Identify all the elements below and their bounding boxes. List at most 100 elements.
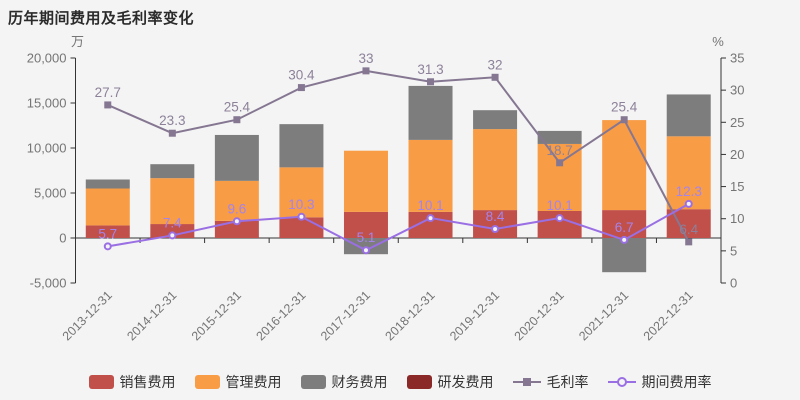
legend-item-rnd-expense[interactable]: 研发费用 <box>406 372 494 392</box>
y-axis-tick-label: 35 <box>730 51 744 66</box>
y-axis-tick-label: 0 <box>59 231 66 246</box>
expense-ratio-marker[interactable] <box>684 199 693 208</box>
gross-margin-value-label: 32 <box>488 57 503 72</box>
x-axis-tick-label: 2020-12-31 <box>512 288 567 343</box>
gross-margin-value-label: 6.4 <box>679 222 698 237</box>
gross-margin-marker[interactable] <box>491 73 499 81</box>
bar-segment[interactable] <box>214 134 259 181</box>
chart-title: 历年期间费用及毛利率变化 <box>8 10 195 27</box>
gross-margin-marker[interactable] <box>556 159 564 167</box>
legend-item-finance-expense[interactable]: 财务费用 <box>300 372 388 392</box>
expense-ratio-marker[interactable] <box>361 246 370 255</box>
x-axis-tick-label: 2019-12-31 <box>447 288 502 343</box>
expense-ratio-marker[interactable] <box>491 225 500 233</box>
expense-ratio-marker[interactable] <box>426 214 435 223</box>
legend-label: 财务费用 <box>331 374 388 390</box>
legend-label: 销售费用 <box>119 374 176 390</box>
legend-item-admin-expense[interactable]: 管理费用 <box>194 372 282 392</box>
expense-ratio-marker[interactable] <box>555 214 564 223</box>
left-axis-unit-label: 万 <box>71 34 84 49</box>
gross-margin-marker[interactable] <box>168 129 176 137</box>
expense-ratio-value-label: 10.3 <box>288 197 314 212</box>
gross-margin-value-label: 27.7 <box>95 85 121 100</box>
bar-segment[interactable] <box>85 188 130 226</box>
gross-margin-value-label: 25.4 <box>611 100 638 115</box>
bar-segment[interactable] <box>473 210 518 238</box>
bar-segment[interactable] <box>85 225 130 238</box>
bar-segment[interactable] <box>602 210 647 238</box>
gross-margin-marker[interactable] <box>427 78 435 86</box>
y-axis-tick-label: 25 <box>730 115 744 130</box>
gross-margin-marker[interactable] <box>297 84 305 92</box>
expense-ratio-value-label: 10.1 <box>417 198 443 213</box>
gross-margin-value-label: 18.7 <box>546 143 572 158</box>
bar-segment[interactable] <box>214 180 259 221</box>
bar-segment[interactable] <box>537 143 582 211</box>
gross-margin-marker[interactable] <box>104 101 112 109</box>
combo-chart: -5,00005,00010,00015,00020,000万051015202… <box>27 34 745 343</box>
y-axis-tick-label: 5 <box>730 243 737 258</box>
finance-expense-swatch-icon <box>300 375 326 389</box>
bar-segment[interactable] <box>408 139 453 212</box>
legend-item-gross-margin[interactable]: 毛利率 <box>512 372 589 392</box>
y-axis-tick-label: 15 <box>730 179 744 194</box>
sales-expense-swatch-icon <box>88 375 114 389</box>
bar-segment[interactable] <box>343 150 388 212</box>
y-axis-tick-label: 20,000 <box>27 51 67 66</box>
y-axis-tick-label: 5,000 <box>34 186 67 201</box>
gross-margin-marker[interactable] <box>233 116 241 124</box>
expense-ratio-marker[interactable] <box>103 242 112 251</box>
y-axis-tick-label: -5,000 <box>30 276 67 291</box>
expense-ratio-value-label: 7.4 <box>163 215 182 230</box>
bar-segment[interactable] <box>150 164 195 179</box>
bar-segment[interactable] <box>537 130 582 144</box>
y-axis-tick-label: 10,000 <box>27 141 67 156</box>
admin-expense-swatch-icon <box>194 375 220 389</box>
y-axis-tick-label: 0 <box>730 276 737 291</box>
y-axis-tick-label: 20 <box>730 147 744 162</box>
legend-label: 研发费用 <box>437 374 494 390</box>
gross-margin-marker[interactable] <box>362 67 370 75</box>
bar-segment[interactable] <box>473 129 518 211</box>
y-axis-tick-label: 30 <box>730 83 744 98</box>
expense-ratio-marker[interactable] <box>168 231 177 240</box>
legend-label: 期间费用率 <box>641 374 712 390</box>
bar-segment[interactable] <box>343 211 388 238</box>
x-axis-tick-label: 2016-12-31 <box>253 288 308 343</box>
legend-item-sales-expense[interactable]: 销售费用 <box>88 372 176 392</box>
expense-ratio-value-label: 5.1 <box>357 230 376 245</box>
x-axis-tick-label: 2017-12-31 <box>318 288 373 343</box>
bar-segment[interactable] <box>473 110 518 130</box>
bar-segment[interactable] <box>343 238 388 255</box>
bar-segment[interactable] <box>150 178 195 225</box>
legend-item-period-expense-ratio[interactable]: 期间费用率 <box>607 372 712 392</box>
gross-margin-value-label: 30.4 <box>288 68 315 83</box>
expense-ratio-value-label: 10.1 <box>546 198 572 213</box>
bar-segment[interactable] <box>602 120 647 211</box>
x-axis-tick-label: 2018-12-31 <box>383 288 438 343</box>
gross-margin-value-label: 33 <box>358 51 373 66</box>
gross-margin-marker[interactable] <box>685 238 693 246</box>
bar-segment[interactable] <box>85 179 130 189</box>
expense-ratio-value-label: 9.6 <box>227 201 246 216</box>
expense-ratio-value-label: 12.3 <box>676 184 702 199</box>
bar-segment[interactable] <box>279 124 324 168</box>
legend: 销售费用 管理费用 财务费用 研发费用 毛利率 期间费用率 <box>0 372 800 392</box>
bar-segment[interactable] <box>150 224 195 238</box>
gross-margin-value-label: 25.4 <box>224 100 251 115</box>
expense-ratio-marker[interactable] <box>620 235 629 244</box>
bar-segment[interactable] <box>214 220 259 238</box>
expense-ratio-marker[interactable] <box>297 212 306 221</box>
bar-segment[interactable] <box>666 136 711 210</box>
gross-margin-marker[interactable] <box>620 116 628 124</box>
bar-segment[interactable] <box>408 85 453 140</box>
y-axis-tick-label: 10 <box>730 211 744 226</box>
bar-segment[interactable] <box>666 94 711 137</box>
gross-margin-value-label: 31.3 <box>417 62 443 77</box>
expense-ratio-line <box>107 203 690 252</box>
expense-ratio-marker[interactable] <box>232 217 241 226</box>
legend-label: 毛利率 <box>546 374 589 390</box>
expense-ratio-value-label: 5.7 <box>98 226 117 241</box>
bar-segment[interactable] <box>279 167 324 218</box>
